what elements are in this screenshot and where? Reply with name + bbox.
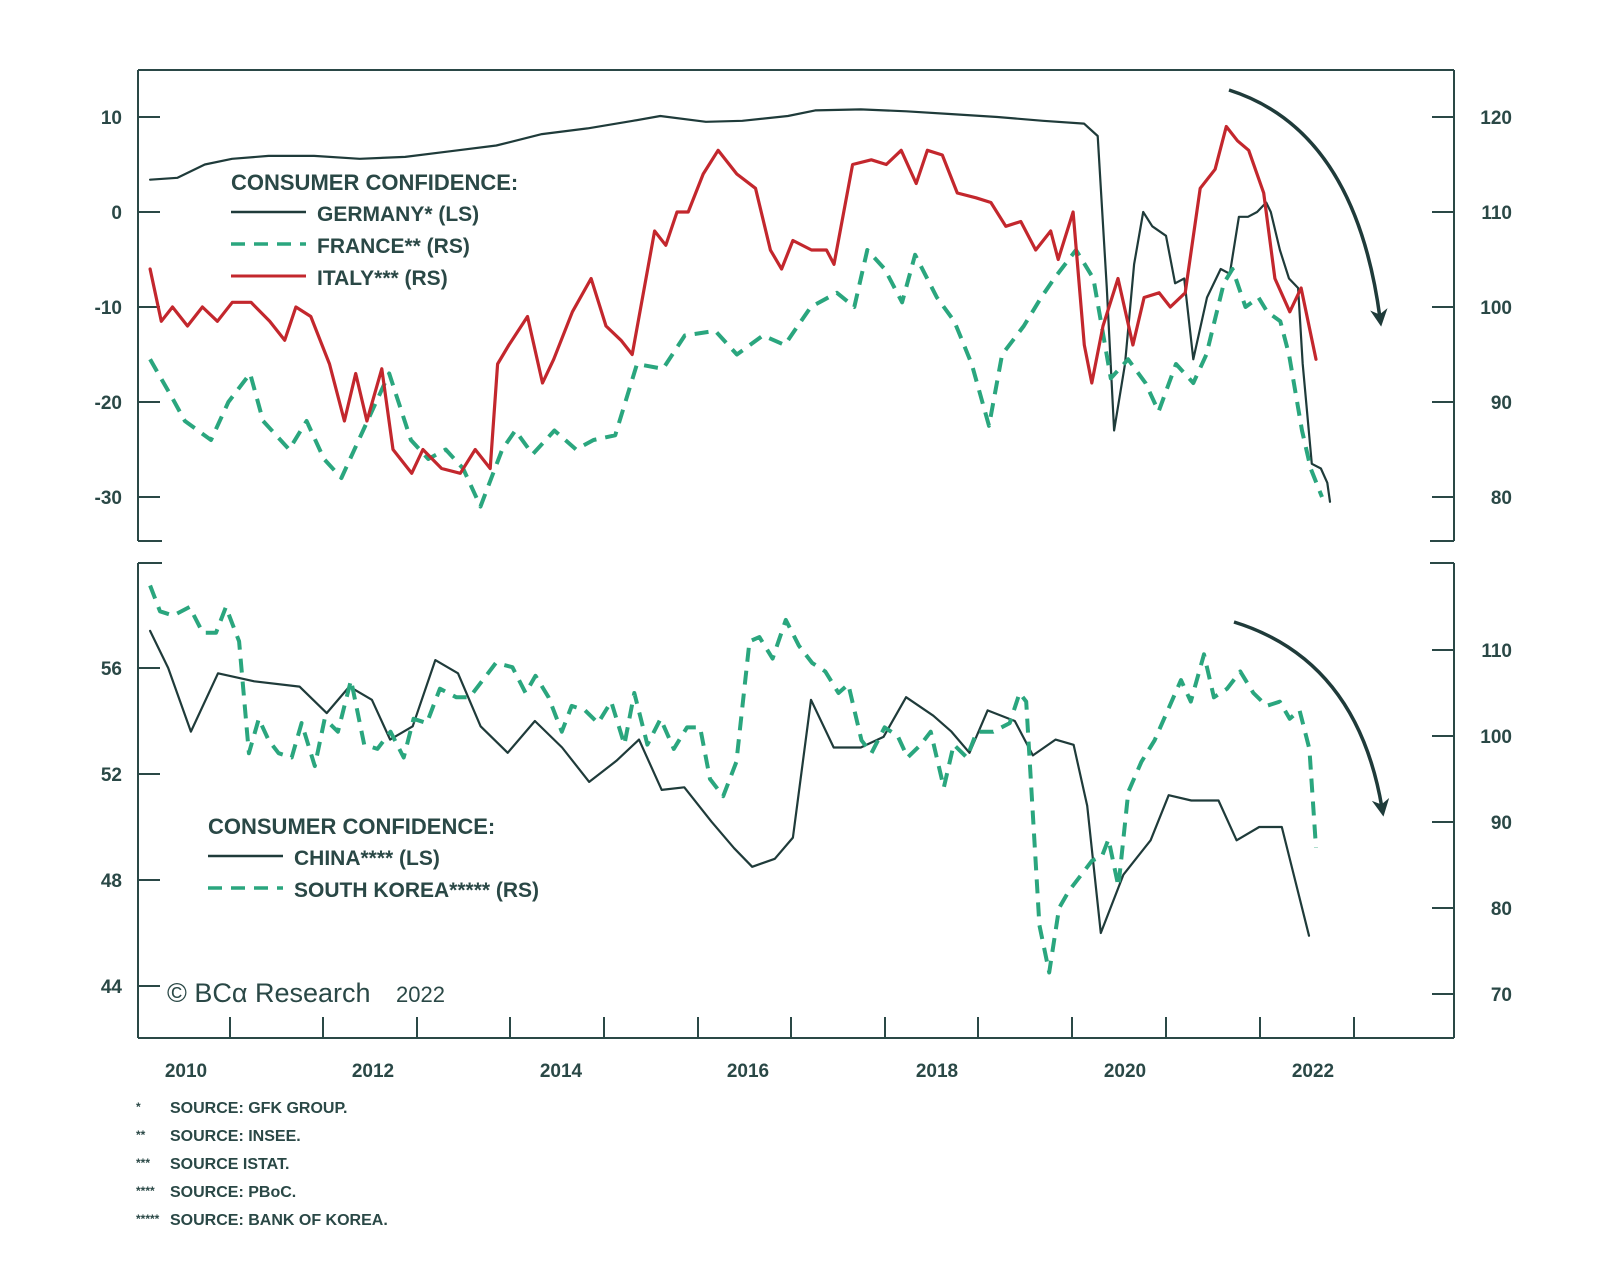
top-right-tick-label: 120 bbox=[1480, 108, 1512, 129]
top-right-tick-label: 90 bbox=[1491, 393, 1512, 414]
bottom-right-tick-label: 100 bbox=[1480, 727, 1512, 748]
source-note-5: ***** SOURCE: BANK OF KOREA. bbox=[136, 1212, 388, 1230]
bottom-legend: CONSUMER CONFIDENCE: CHINA**** (LS) SOUT… bbox=[208, 814, 539, 902]
source-text: SOURCE: PBoC. bbox=[170, 1184, 297, 1201]
bottom-left-tick-label: 48 bbox=[101, 871, 122, 892]
source-note-1: * SOURCE: GFK GROUP. bbox=[136, 1100, 348, 1118]
x-tick-label: 2016 bbox=[727, 1061, 769, 1082]
series-line-south-korea bbox=[148, 584, 1318, 975]
x-tick-label: 2010 bbox=[165, 1061, 207, 1082]
bottom-right-tick-label: 70 bbox=[1491, 985, 1512, 1006]
series-line-italy bbox=[148, 124, 1318, 475]
top-left-tick-label: -20 bbox=[95, 393, 122, 414]
source-note-3: *** SOURCE ISTAT. bbox=[136, 1156, 289, 1174]
bottom-right-tick-label: 110 bbox=[1481, 641, 1512, 662]
bottom-legend-title: CONSUMER CONFIDENCE: bbox=[208, 814, 495, 839]
legend-label-china: CHINA**** (LS) bbox=[294, 847, 440, 870]
series-line-china bbox=[149, 629, 1311, 937]
source-marker: **** bbox=[136, 1184, 155, 1198]
source-marker: * bbox=[136, 1100, 141, 1114]
top-legend-title: CONSUMER CONFIDENCE: bbox=[231, 170, 518, 195]
bottom-panel: 56 52 48 44 110 100 90 80 70 2010 2012 2014 2016 20… bbox=[101, 562, 1512, 1082]
series-line-france bbox=[148, 248, 1324, 509]
bottom-right-tick-label: 90 bbox=[1491, 813, 1512, 834]
source-text: SOURCE: GFK GROUP. bbox=[170, 1100, 348, 1117]
x-tick-label: 2020 bbox=[1104, 1061, 1146, 1082]
x-tick-label: 2012 bbox=[352, 1061, 394, 1082]
x-tick-label: 2022 bbox=[1292, 1061, 1334, 1082]
legend-label-germany: GERMANY* (LS) bbox=[317, 203, 479, 226]
legend-label-italy: ITALY*** (RS) bbox=[317, 267, 448, 290]
source-text: SOURCE: INSEE. bbox=[170, 1128, 301, 1145]
top-left-tick-label: -30 bbox=[95, 488, 122, 509]
top-left-tick-label: 10 bbox=[101, 108, 122, 129]
top-trend-arrow bbox=[1228, 88, 1388, 327]
source-note-2: ** SOURCE: INSEE. bbox=[136, 1128, 301, 1146]
watermark-logo: © BCα Research bbox=[167, 978, 371, 1008]
source-marker: *** bbox=[136, 1156, 151, 1170]
source-marker: ***** bbox=[136, 1212, 160, 1226]
bottom-left-tick-label: 56 bbox=[101, 659, 122, 680]
source-marker: ** bbox=[136, 1128, 146, 1142]
x-tick-label: 2014 bbox=[540, 1061, 583, 1082]
series-line-germany bbox=[149, 108, 1332, 503]
top-right-tick-label: 80 bbox=[1491, 488, 1512, 509]
bottom-right-tick-label: 80 bbox=[1491, 899, 1512, 920]
top-legend: CONSUMER CONFIDENCE: GERMANY* (LS) FRANC… bbox=[231, 170, 518, 290]
bottom-trend-arrow bbox=[1233, 620, 1390, 817]
watermark-year: 2022 bbox=[396, 982, 445, 1007]
top-left-tick-label: -10 bbox=[95, 298, 122, 319]
source-note-4: **** SOURCE: PBoC. bbox=[136, 1184, 296, 1202]
source-text: SOURCE ISTAT. bbox=[170, 1156, 290, 1173]
bottom-left-tick-label: 44 bbox=[101, 977, 123, 998]
top-right-tick-label: 110 bbox=[1481, 203, 1512, 224]
x-tick-label: 2018 bbox=[916, 1061, 958, 1082]
top-left-tick-label: 0 bbox=[111, 203, 122, 224]
bottom-left-tick-label: 52 bbox=[101, 765, 122, 786]
top-right-tick-label: 100 bbox=[1480, 298, 1512, 319]
legend-label-south-korea: SOUTH KOREA***** (RS) bbox=[294, 879, 539, 902]
source-text: SOURCE: BANK OF KOREA. bbox=[170, 1212, 388, 1229]
legend-label-france: FRANCE** (RS) bbox=[317, 235, 470, 258]
